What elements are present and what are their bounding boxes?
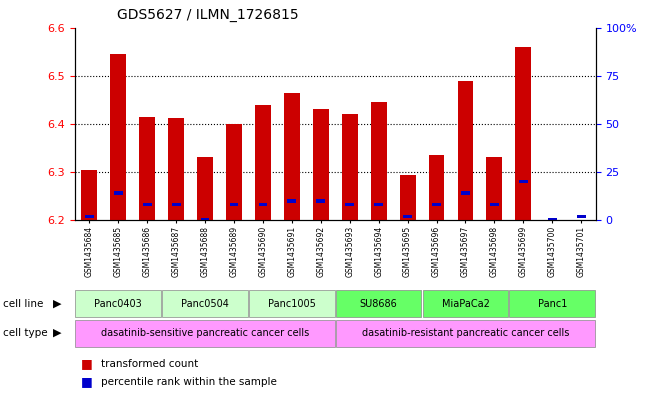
Bar [370,102,387,220]
Text: ▶: ▶ [53,328,62,338]
Bar [316,199,326,202]
Bar [428,154,445,220]
Text: Panc0504: Panc0504 [181,299,229,309]
Bar [143,203,152,206]
Bar [230,203,238,206]
Bar [249,290,335,317]
Bar [172,203,180,206]
Text: dasatinib-resistant pancreatic cancer cells: dasatinib-resistant pancreatic cancer ce… [362,328,569,338]
Bar [139,117,155,220]
Bar [313,109,329,220]
Text: dasatinib-sensitive pancreatic cancer cells: dasatinib-sensitive pancreatic cancer ce… [101,328,309,338]
Text: ■: ■ [81,375,93,388]
Bar [374,203,383,206]
Bar [336,290,421,317]
Text: percentile rank within the sample: percentile rank within the sample [101,377,277,387]
Text: GDS5627 / ILMN_1726815: GDS5627 / ILMN_1726815 [117,8,298,22]
Bar [486,158,503,220]
Bar [76,320,335,347]
Bar [422,290,508,317]
Bar [345,203,354,206]
Bar [432,203,441,206]
Bar [226,124,242,220]
Bar [201,219,210,222]
Bar [336,320,595,347]
Text: Panc1: Panc1 [538,299,567,309]
Bar [548,219,557,222]
Bar [577,215,586,218]
Text: ▶: ▶ [53,299,62,309]
Bar [168,118,184,220]
Text: cell type: cell type [3,328,48,338]
Bar [162,290,248,317]
Bar [516,47,531,220]
Bar [255,105,271,220]
Text: transformed count: transformed count [101,359,198,369]
Text: cell line: cell line [3,299,44,309]
Bar [510,290,595,317]
Text: SU8686: SU8686 [360,299,398,309]
Bar [461,191,470,195]
Bar [400,175,415,220]
Bar [81,169,97,220]
Bar [288,199,296,202]
Text: Panc1005: Panc1005 [268,299,316,309]
Bar [284,92,300,220]
Bar [197,158,213,220]
Text: MiaPaCa2: MiaPaCa2 [441,299,490,309]
Bar [403,215,412,218]
Bar [76,290,161,317]
Text: ■: ■ [81,357,93,370]
Bar [490,203,499,206]
Bar [85,215,94,218]
Bar [110,54,126,220]
Bar [114,191,122,195]
Bar [519,180,528,183]
Bar [258,203,268,206]
Bar [458,81,473,220]
Text: Panc0403: Panc0403 [94,299,142,309]
Bar [342,114,357,220]
